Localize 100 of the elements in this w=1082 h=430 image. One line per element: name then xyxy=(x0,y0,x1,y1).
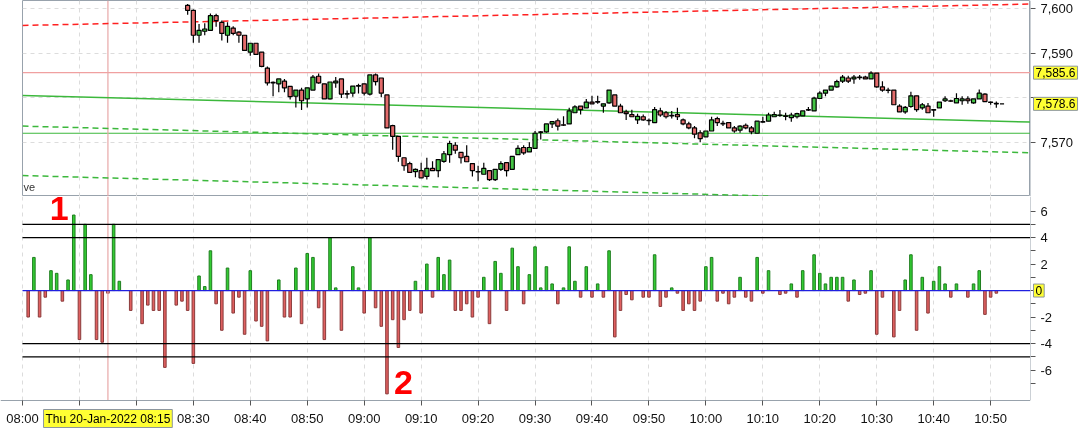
x-tick-label: 08:50 xyxy=(290,410,324,426)
x-tick-label: 09:40 xyxy=(575,410,609,426)
x-tick-label: 09:30 xyxy=(518,410,552,426)
y-tick-label: 7,570 xyxy=(1040,134,1074,150)
bar xyxy=(476,290,480,298)
bar xyxy=(624,290,628,296)
x-tick-label: 10:30 xyxy=(860,410,894,426)
bar xyxy=(812,254,816,292)
bar xyxy=(715,290,720,302)
bar xyxy=(920,276,925,292)
bar xyxy=(248,270,253,292)
bar xyxy=(778,290,782,296)
x-tick-label: 09:50 xyxy=(632,410,666,426)
bar xyxy=(516,266,520,292)
x-tick-label: 09:20 xyxy=(461,410,495,426)
bar xyxy=(231,290,235,314)
bar xyxy=(647,290,651,298)
bar xyxy=(288,290,292,318)
ref-line-label: 7,585.6 xyxy=(1035,66,1076,81)
bar xyxy=(328,237,332,292)
bar xyxy=(983,290,987,315)
bar xyxy=(630,290,634,301)
bar xyxy=(687,290,691,305)
bar xyxy=(254,290,258,322)
bar xyxy=(795,290,799,298)
bar xyxy=(612,290,617,338)
x-tick-label: 09:10 xyxy=(404,410,438,426)
bar xyxy=(339,290,344,331)
y-tick-label: -6 xyxy=(1040,362,1053,378)
bar xyxy=(436,256,441,292)
y-tick-label: 7,600 xyxy=(1040,1,1074,17)
annotation: ve xyxy=(23,180,36,193)
bar xyxy=(54,272,59,292)
x-tick-label: 10:50 xyxy=(974,410,1007,426)
bar xyxy=(305,252,310,292)
y-tick-label: -2 xyxy=(1040,309,1053,325)
bar xyxy=(442,274,446,292)
x-tick-label: 09:00 xyxy=(347,410,381,426)
bar xyxy=(874,290,879,335)
bar xyxy=(800,270,805,292)
bar xyxy=(527,274,532,292)
y-tick-label: -4 xyxy=(1040,336,1053,352)
bar xyxy=(743,290,748,298)
bar xyxy=(652,254,657,292)
bar xyxy=(66,279,70,292)
bar xyxy=(163,290,167,368)
bar xyxy=(818,272,822,292)
bar xyxy=(214,290,218,305)
annotation: 1 xyxy=(49,188,69,227)
bar xyxy=(607,250,611,292)
text: 7,578.6 xyxy=(1035,97,1076,112)
bar xyxy=(852,279,856,292)
bar xyxy=(49,270,53,292)
bar xyxy=(26,290,30,318)
bar xyxy=(128,290,133,311)
bar xyxy=(869,270,873,292)
bar xyxy=(909,254,913,292)
bar xyxy=(948,290,953,298)
bar xyxy=(32,256,36,292)
bar xyxy=(829,276,833,292)
bar xyxy=(197,275,201,292)
bar xyxy=(590,290,594,298)
bar xyxy=(60,290,65,302)
bar xyxy=(499,272,503,292)
x-tick-label: 10:20 xyxy=(803,410,837,426)
bar xyxy=(425,263,429,292)
bar xyxy=(977,270,982,292)
bar xyxy=(658,290,663,307)
bar xyxy=(385,290,389,395)
bar xyxy=(419,290,423,314)
bar xyxy=(578,290,583,298)
bar xyxy=(402,290,406,321)
bar xyxy=(174,290,179,306)
bar xyxy=(573,280,577,292)
bar xyxy=(681,290,685,311)
bar xyxy=(755,256,759,292)
x-tick-label: 10:10 xyxy=(746,410,780,426)
bar xyxy=(584,266,589,292)
bar xyxy=(926,290,930,314)
bar xyxy=(237,290,241,298)
bar xyxy=(482,276,486,292)
bar xyxy=(276,279,281,292)
ref-line-label: 0 xyxy=(1035,284,1043,299)
bar xyxy=(407,290,412,311)
bar xyxy=(140,290,144,325)
bar xyxy=(447,259,452,292)
bar xyxy=(664,290,668,298)
bar xyxy=(453,290,458,311)
x-tick-label: 10:00 xyxy=(689,410,723,426)
x-tick-label: 10:40 xyxy=(917,410,950,426)
bar xyxy=(704,266,708,292)
bar xyxy=(846,290,851,302)
bar xyxy=(157,290,161,311)
bar xyxy=(180,290,184,302)
bar xyxy=(641,290,646,298)
bar xyxy=(459,290,463,311)
bar xyxy=(83,223,87,292)
annotation: 2 xyxy=(393,362,413,401)
x-tick-label: 08:30 xyxy=(177,410,210,426)
y-tick-label: 6 xyxy=(1040,203,1048,219)
